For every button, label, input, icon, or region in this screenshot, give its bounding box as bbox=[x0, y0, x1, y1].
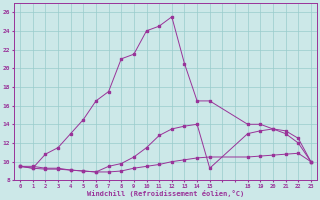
X-axis label: Windchill (Refroidissement éolien,°C): Windchill (Refroidissement éolien,°C) bbox=[87, 190, 244, 197]
